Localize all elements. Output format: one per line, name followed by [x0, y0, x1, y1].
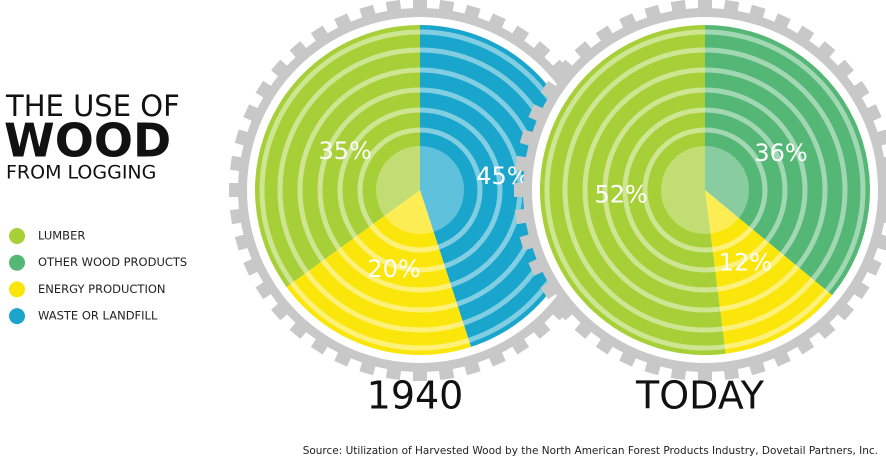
slice-label: 52% — [594, 180, 647, 208]
tree-ring — [562, 47, 848, 333]
pie-slice — [705, 190, 833, 354]
pie-title: TODAY — [635, 374, 765, 418]
pie-group: 45%20%35%1940 — [229, 0, 611, 418]
slice-label: 20% — [367, 255, 420, 283]
title-line: FROM LOGGING — [6, 162, 156, 184]
title-line: THE USE OF — [5, 89, 180, 123]
slice-label: 12% — [719, 249, 772, 277]
legend-label: LUMBER — [38, 229, 85, 243]
tree-ring — [602, 87, 808, 293]
tree-ring — [544, 29, 866, 351]
legend-label: WASTE OR LANDFILL — [38, 309, 158, 323]
slice-label: 35% — [318, 137, 371, 165]
tree-ring — [622, 107, 788, 273]
tree-ring — [642, 127, 768, 253]
legend-swatch — [9, 308, 25, 325]
source: Source: Utilization of Harvested Wood by… — [303, 445, 878, 457]
heartwood — [661, 146, 749, 234]
title-line: WOOD — [4, 114, 171, 168]
legend-swatch — [9, 228, 25, 244]
pie-slice — [286, 190, 471, 355]
legend-label: ENERGY PRODUCTION — [38, 282, 166, 296]
pie-slice — [705, 25, 871, 296]
tree-ring — [582, 67, 828, 313]
legend-swatch — [9, 254, 25, 271]
slice-label: 36% — [754, 139, 807, 167]
tree-ring — [357, 127, 483, 253]
legend-label: OTHER WOOD PRODUCTS — [38, 255, 187, 269]
pie-slice — [540, 25, 726, 355]
heartwood — [376, 146, 464, 234]
pie-title: 1940 — [367, 374, 464, 418]
legend-swatch — [9, 281, 25, 298]
tree-ring — [337, 107, 503, 273]
pie-slice — [255, 25, 420, 287]
pie-group: 36% 12% 52% TODAY — [514, 0, 886, 418]
